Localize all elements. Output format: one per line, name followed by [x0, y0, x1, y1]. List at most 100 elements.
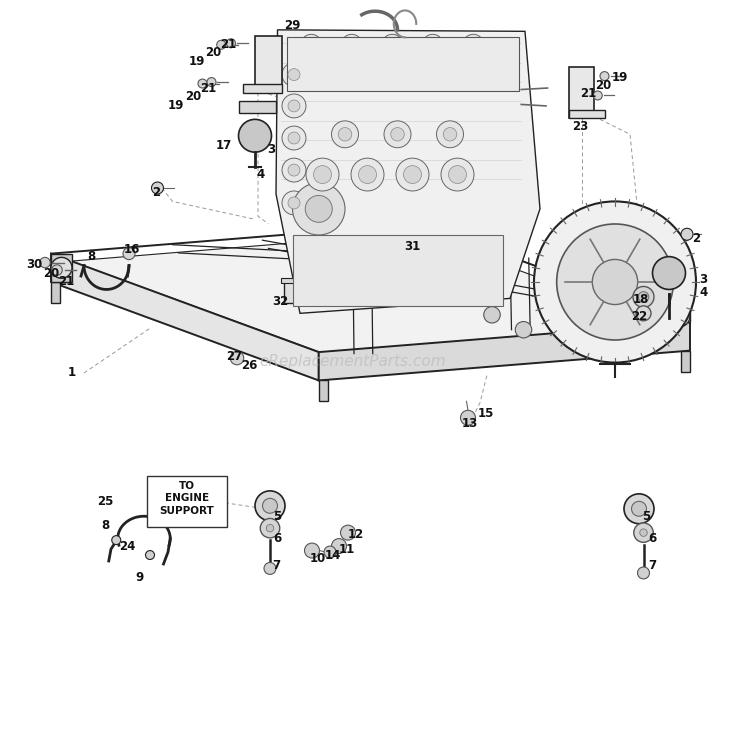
- Circle shape: [638, 567, 650, 579]
- Circle shape: [633, 286, 654, 307]
- Text: 12: 12: [347, 527, 364, 541]
- Circle shape: [338, 128, 352, 141]
- Text: 30: 30: [26, 257, 43, 271]
- Text: 9: 9: [135, 571, 144, 584]
- Circle shape: [515, 322, 532, 338]
- Circle shape: [358, 166, 376, 184]
- Text: 5: 5: [273, 510, 282, 523]
- Text: 26: 26: [241, 359, 257, 372]
- Circle shape: [301, 34, 322, 55]
- Text: 21: 21: [220, 38, 236, 51]
- Text: 2: 2: [692, 232, 700, 245]
- Text: 21: 21: [58, 275, 74, 289]
- Circle shape: [282, 191, 306, 215]
- Circle shape: [305, 195, 332, 222]
- Polygon shape: [51, 254, 319, 380]
- Text: 19: 19: [188, 54, 205, 68]
- Text: 20: 20: [43, 266, 59, 280]
- Circle shape: [350, 284, 367, 301]
- Circle shape: [632, 501, 646, 516]
- Bar: [255, 36, 282, 93]
- Circle shape: [304, 543, 320, 558]
- Text: 8: 8: [100, 518, 109, 532]
- Circle shape: [288, 100, 300, 112]
- Bar: [284, 280, 316, 303]
- Circle shape: [640, 529, 647, 536]
- Circle shape: [282, 94, 306, 118]
- Text: 7: 7: [272, 559, 280, 572]
- Text: 6: 6: [648, 532, 657, 545]
- Circle shape: [422, 34, 443, 55]
- Text: eReplacementParts.com: eReplacementParts.com: [260, 354, 446, 369]
- Text: 4: 4: [256, 168, 265, 181]
- Circle shape: [146, 551, 154, 560]
- Text: 20: 20: [595, 79, 611, 93]
- Circle shape: [198, 79, 207, 88]
- Text: 6: 6: [273, 532, 282, 545]
- Text: 21: 21: [200, 81, 217, 95]
- Circle shape: [638, 292, 649, 302]
- Polygon shape: [71, 233, 681, 358]
- Bar: [568, 110, 604, 118]
- Text: 3: 3: [700, 272, 707, 286]
- Circle shape: [634, 523, 653, 542]
- Circle shape: [226, 39, 236, 48]
- Bar: [568, 67, 594, 118]
- Circle shape: [441, 158, 474, 191]
- Text: 31: 31: [404, 239, 421, 253]
- Circle shape: [443, 128, 457, 141]
- Text: 2: 2: [152, 186, 160, 199]
- Text: 18: 18: [632, 293, 649, 307]
- Circle shape: [51, 257, 72, 278]
- Bar: [286, 37, 519, 91]
- Circle shape: [255, 491, 285, 521]
- Circle shape: [436, 121, 463, 148]
- Circle shape: [260, 518, 280, 538]
- Circle shape: [556, 224, 674, 340]
- Text: 14: 14: [325, 548, 341, 562]
- Text: 17: 17: [215, 139, 232, 152]
- Circle shape: [40, 257, 50, 268]
- Text: 25: 25: [97, 495, 113, 508]
- Circle shape: [292, 183, 345, 235]
- Bar: [292, 235, 502, 306]
- Circle shape: [306, 158, 339, 191]
- Text: 32: 32: [272, 295, 289, 308]
- Circle shape: [288, 69, 300, 81]
- Text: 27: 27: [226, 350, 242, 363]
- Text: 8: 8: [87, 250, 96, 263]
- Circle shape: [264, 562, 276, 574]
- Circle shape: [593, 91, 602, 100]
- Circle shape: [207, 78, 216, 87]
- Circle shape: [636, 306, 651, 321]
- Circle shape: [681, 228, 693, 240]
- Circle shape: [52, 265, 62, 275]
- Circle shape: [448, 166, 466, 184]
- Polygon shape: [276, 30, 540, 313]
- Circle shape: [534, 201, 696, 363]
- Circle shape: [152, 182, 164, 194]
- Text: 29: 29: [284, 19, 301, 32]
- Circle shape: [669, 306, 690, 327]
- Circle shape: [288, 132, 300, 144]
- Circle shape: [391, 128, 404, 141]
- Circle shape: [123, 248, 135, 260]
- Circle shape: [314, 166, 332, 184]
- Circle shape: [384, 121, 411, 148]
- Text: 23: 23: [572, 120, 589, 134]
- Text: 5: 5: [642, 510, 650, 523]
- Text: 21: 21: [580, 87, 596, 100]
- Text: TO
ENGINE
SUPPORT: TO ENGINE SUPPORT: [159, 481, 214, 515]
- Circle shape: [396, 158, 429, 191]
- Text: 15: 15: [478, 407, 494, 420]
- Text: 11: 11: [338, 542, 355, 556]
- Bar: [681, 351, 690, 372]
- Circle shape: [238, 119, 272, 152]
- Text: 20: 20: [206, 46, 222, 59]
- Circle shape: [592, 260, 638, 304]
- Circle shape: [112, 536, 121, 545]
- Circle shape: [282, 63, 306, 87]
- Circle shape: [332, 121, 358, 148]
- Bar: [280, 278, 320, 283]
- Circle shape: [484, 307, 500, 323]
